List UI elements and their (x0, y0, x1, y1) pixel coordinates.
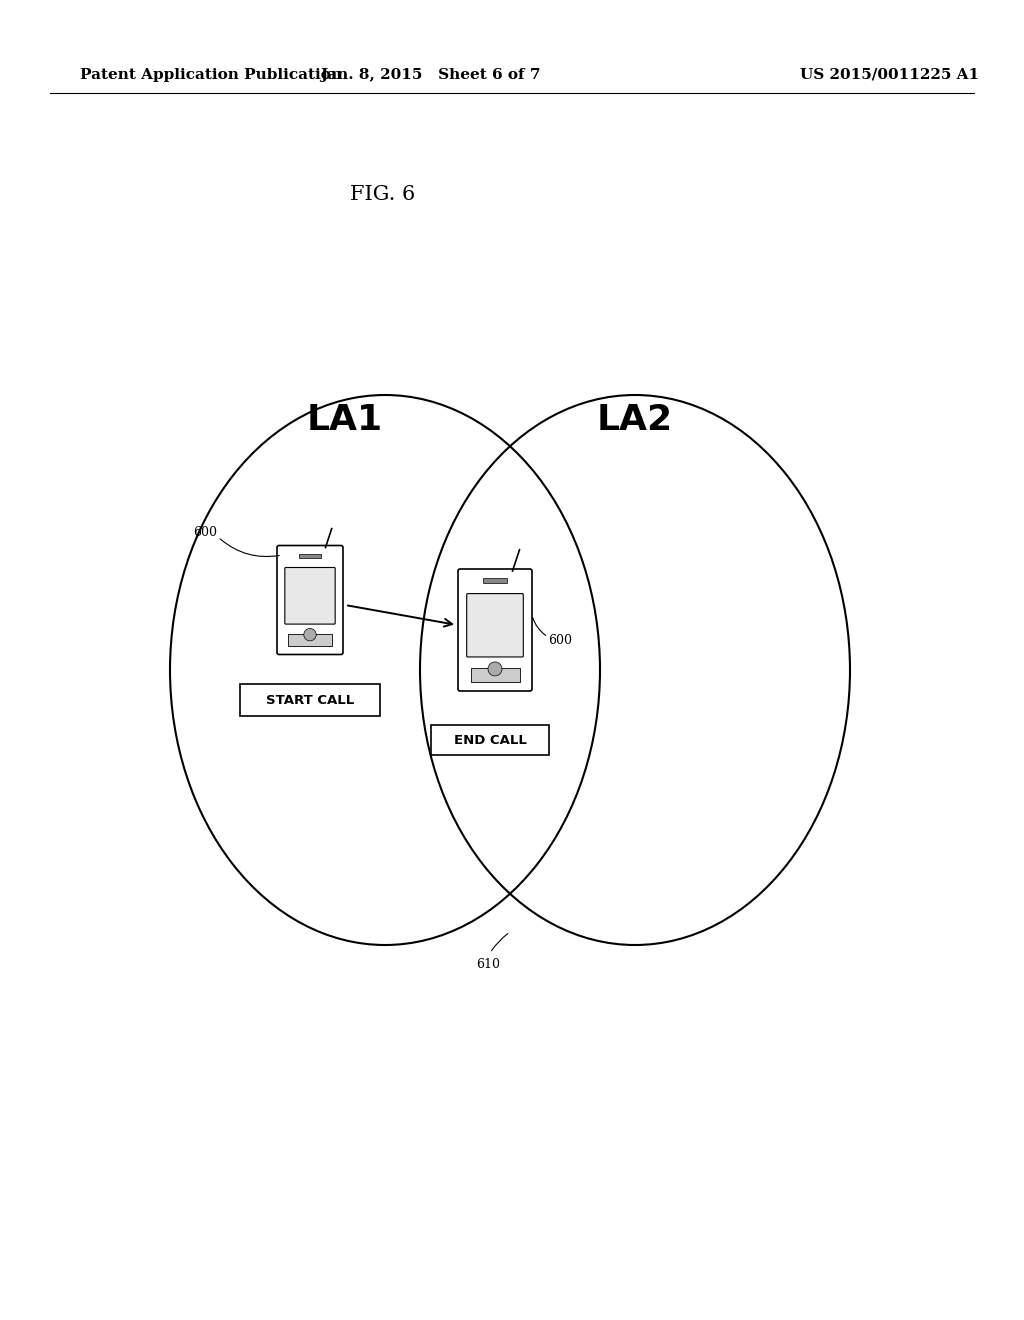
Text: FIG. 6: FIG. 6 (350, 186, 416, 205)
Text: 600: 600 (193, 525, 217, 539)
Text: START CALL: START CALL (266, 693, 354, 706)
Text: 600: 600 (548, 634, 572, 647)
Text: US 2015/0011225 A1: US 2015/0011225 A1 (800, 69, 979, 82)
FancyBboxPatch shape (458, 569, 532, 690)
Text: Jan. 8, 2015   Sheet 6 of 7: Jan. 8, 2015 Sheet 6 of 7 (319, 69, 541, 82)
FancyBboxPatch shape (240, 684, 380, 715)
Bar (299, 554, 321, 558)
Text: LA2: LA2 (597, 403, 673, 437)
FancyBboxPatch shape (278, 545, 343, 655)
Text: LA1: LA1 (307, 403, 383, 437)
FancyBboxPatch shape (467, 594, 523, 657)
FancyBboxPatch shape (285, 568, 335, 624)
Text: Patent Application Publication: Patent Application Publication (80, 69, 342, 82)
Bar (482, 578, 507, 583)
Bar (470, 668, 519, 682)
Text: END CALL: END CALL (454, 734, 526, 747)
Bar (289, 634, 332, 647)
Text: 610: 610 (476, 958, 500, 972)
Circle shape (304, 628, 316, 640)
FancyBboxPatch shape (431, 725, 549, 755)
Circle shape (488, 661, 502, 676)
